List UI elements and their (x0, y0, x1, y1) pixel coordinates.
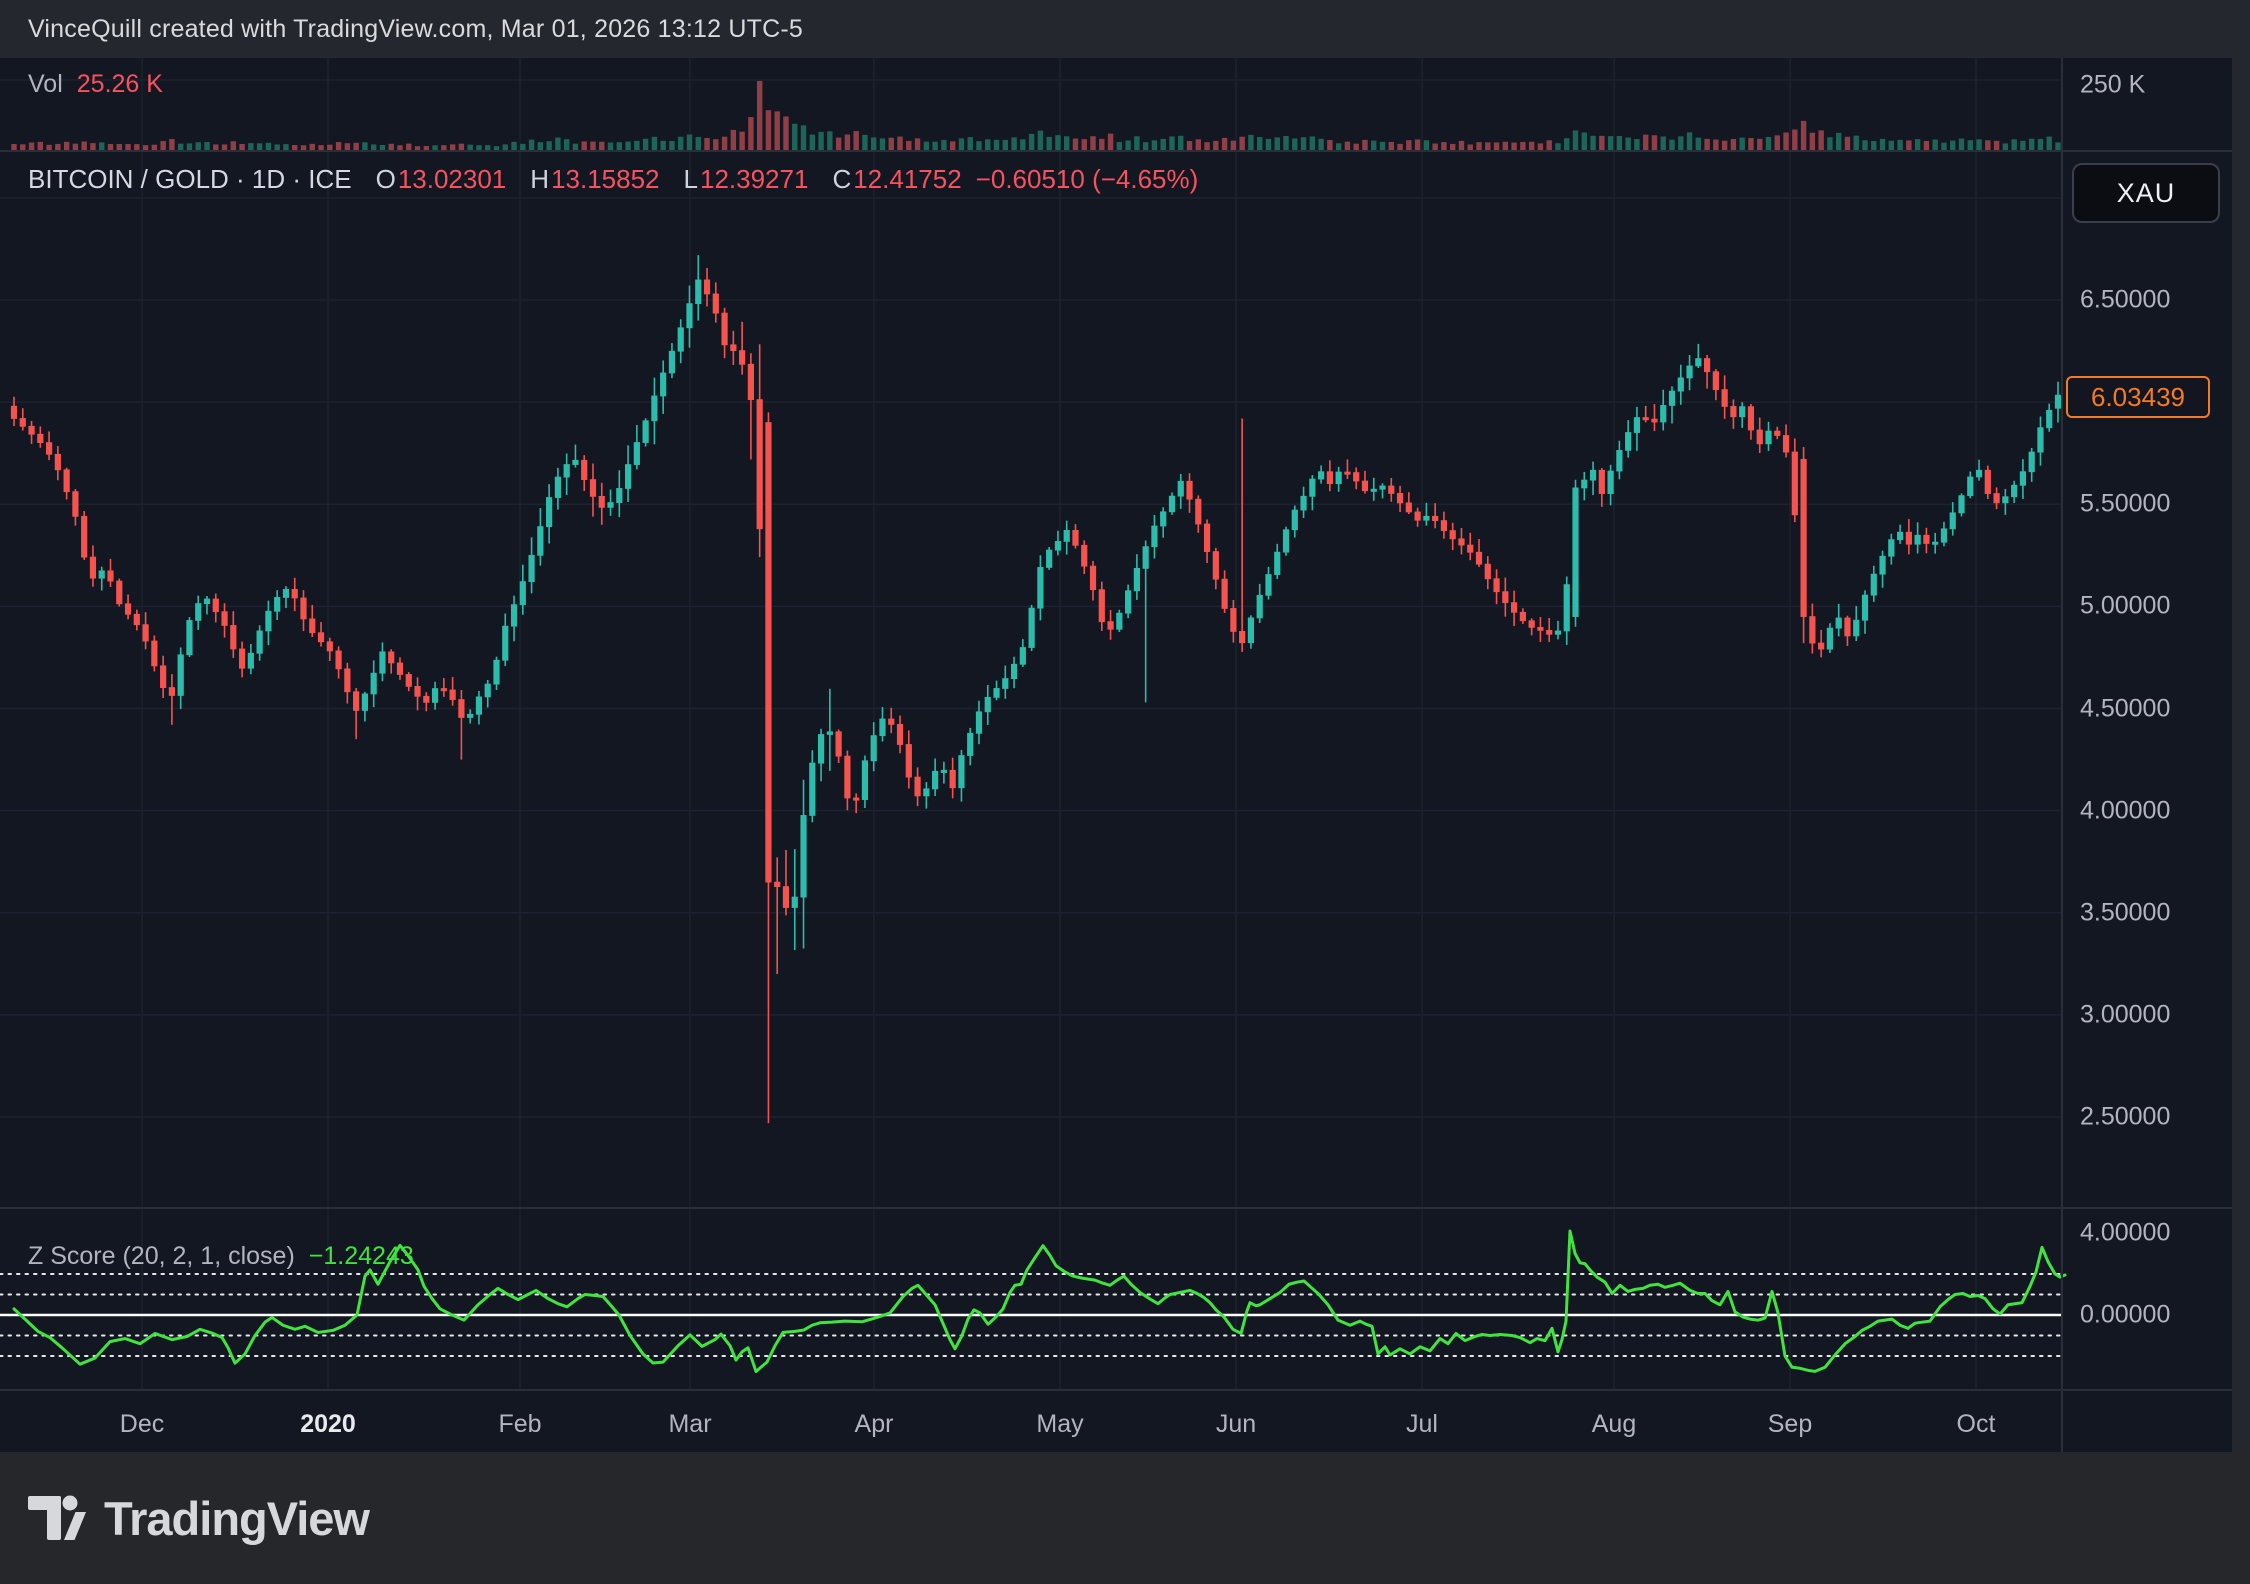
ohlc-low: L 12.39271 (684, 164, 809, 195)
tradingview-chart-window: VinceQuill created with TradingView.com,… (0, 0, 2250, 1584)
open-value: 13.02301 (398, 164, 506, 195)
time-axis-label: Sep (1768, 1410, 1812, 1439)
time-axis-label: Apr (855, 1410, 894, 1439)
ohlc-close: C 12.41752 (832, 164, 961, 195)
high-value: 13.15852 (551, 164, 659, 195)
zscore-legend: Z Score (20, 2, 1, close) −1.24243 (28, 1242, 414, 1271)
close-value: 12.41752 (853, 164, 961, 195)
time-axis-label: Jun (1216, 1410, 1256, 1439)
time-axis-label: Aug (1592, 1410, 1636, 1439)
ohlc-high: H 13.15852 (530, 164, 659, 195)
attribution-text: VinceQuill created with TradingView.com,… (28, 15, 803, 44)
tradingview-logo-text: TradingView (104, 1491, 369, 1546)
footer-bar: TradingView (0, 1452, 2250, 1584)
tradingview-logo[interactable]: TradingView (28, 1490, 369, 1546)
volume-legend: Vol 25.26 K (28, 70, 163, 99)
time-axis-label: Jul (1406, 1410, 1438, 1439)
high-key: H (530, 164, 549, 195)
ohlc-open: O 13.02301 (376, 164, 507, 195)
time-axis-label: Oct (1957, 1410, 1996, 1439)
symbol-title[interactable]: BITCOIN / GOLD · 1D · ICE (28, 164, 352, 195)
zscore-legend-value: −1.24243 (309, 1242, 414, 1271)
open-key: O (376, 164, 396, 195)
tradingview-logo-icon (28, 1490, 86, 1546)
change-value: −0.60510 (−4.65%) (976, 164, 1199, 195)
symbol-legend: BITCOIN / GOLD · 1D · ICE O 13.02301 H 1… (28, 164, 1198, 195)
close-key: C (832, 164, 851, 195)
time-axis-label: Feb (498, 1410, 541, 1439)
low-value: 12.39271 (700, 164, 808, 195)
zscore-legend-label[interactable]: Z Score (20, 2, 1, close) (28, 1242, 295, 1271)
time-axis-label: Mar (668, 1410, 711, 1439)
price-scale-drag-area[interactable] (2062, 58, 2232, 1390)
time-axis-label: May (1036, 1410, 1083, 1439)
volume-legend-value: 25.26 K (77, 70, 163, 99)
attribution-bar: VinceQuill created with TradingView.com,… (0, 0, 2250, 58)
low-key: L (684, 164, 698, 195)
time-axis-label: Dec (120, 1410, 164, 1439)
volume-legend-label: Vol (28, 70, 63, 99)
time-axis-label: 2020 (300, 1410, 356, 1439)
